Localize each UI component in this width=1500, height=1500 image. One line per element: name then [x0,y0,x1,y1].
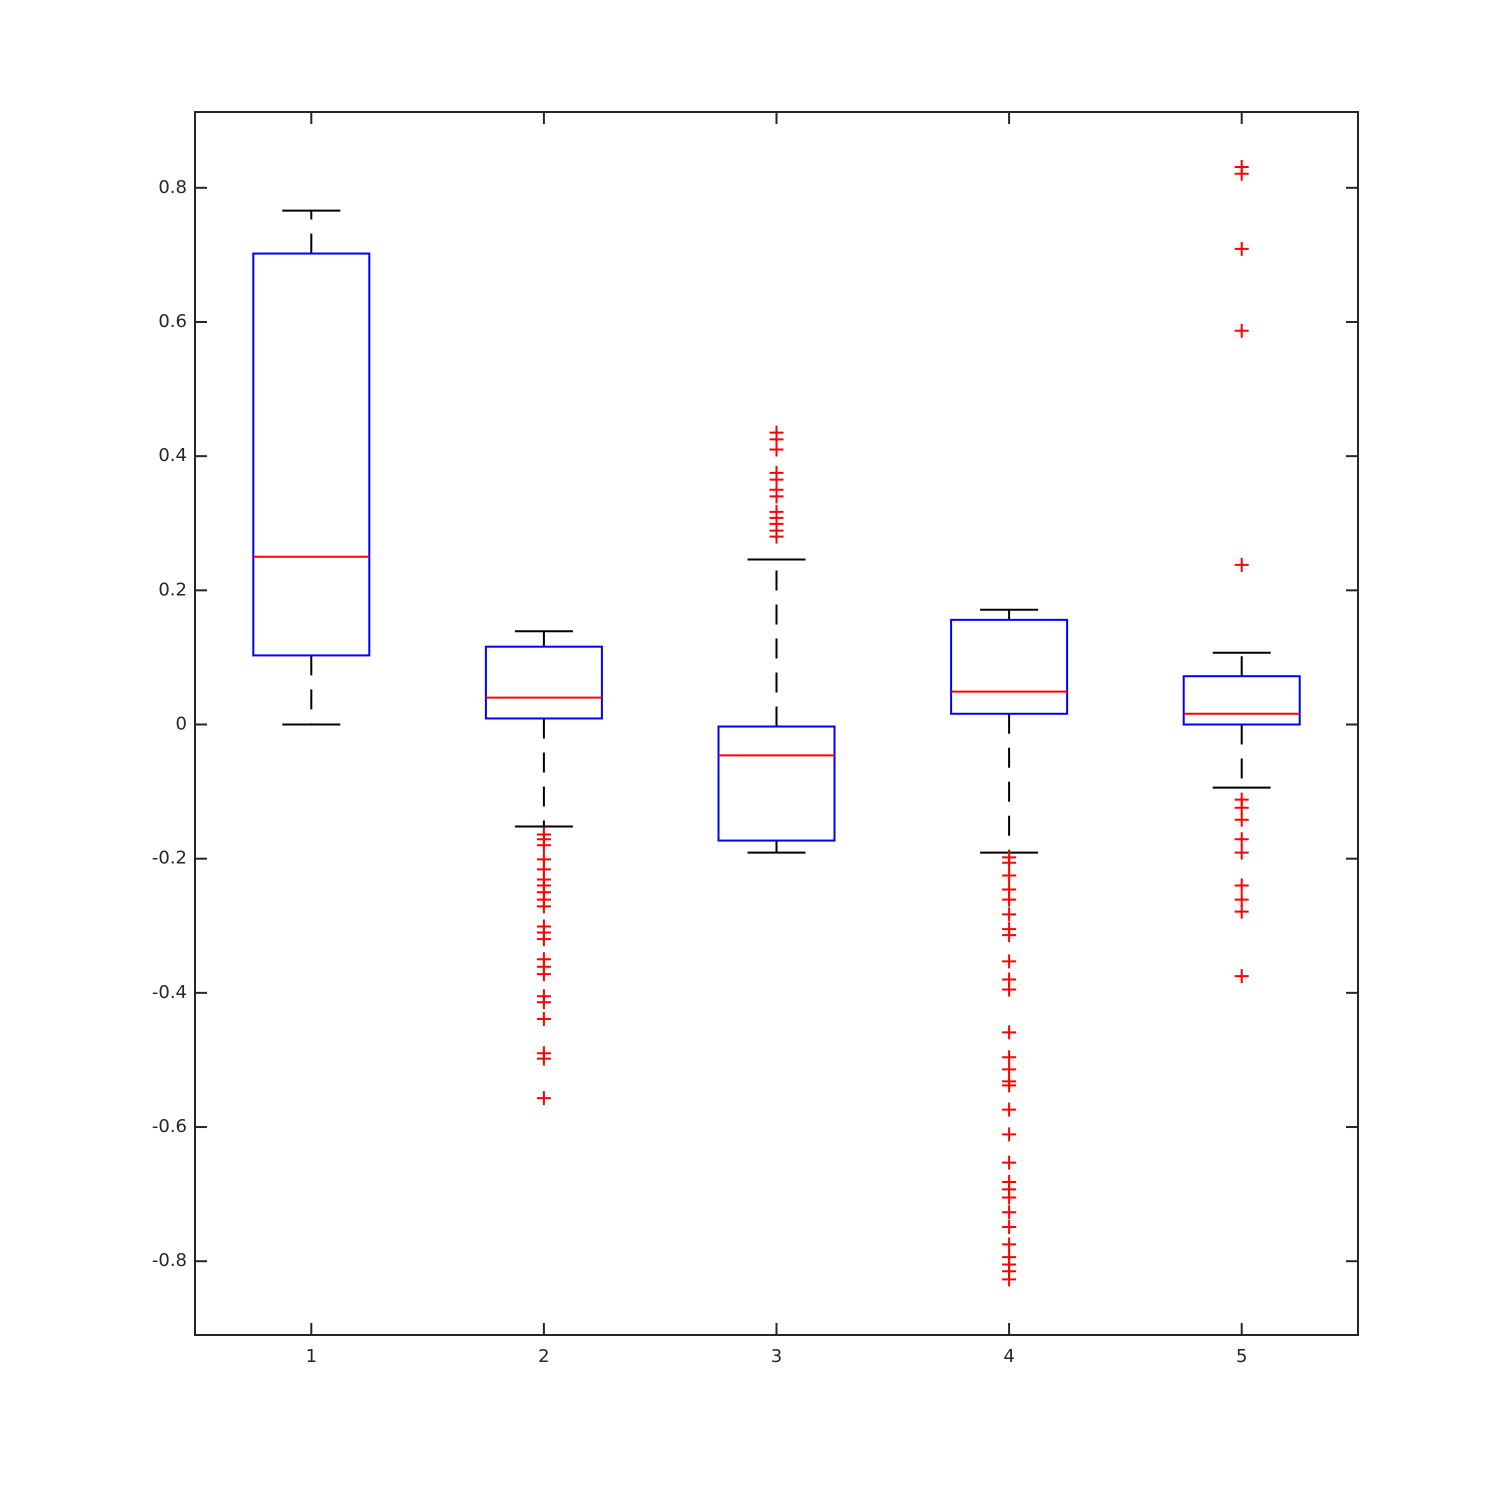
outlier [1234,241,1249,256]
box [484,645,603,720]
outlier [1002,1155,1017,1170]
outlier [769,489,784,504]
outlier [1002,1078,1017,1093]
box [950,618,1069,715]
outlier [1002,1272,1017,1287]
outlier [536,899,551,914]
y-tick-label: 0 [176,714,187,735]
box [717,725,836,842]
outlier [1234,812,1249,827]
outlier [1002,1025,1017,1040]
outlier [1002,1205,1017,1220]
x-tick-label: 4 [1003,1346,1014,1367]
outlier [1234,969,1249,984]
outlier [1002,868,1017,883]
y-tick-label: -0.2 [152,848,187,869]
y-tick-label: 0.8 [158,177,187,198]
y-tick-label: 0.4 [158,445,187,466]
outlier [1234,557,1249,572]
outlier [1002,1219,1017,1234]
y-tick-label: 0.6 [158,311,187,332]
outlier [1234,166,1249,181]
outlier [769,442,784,457]
outlier [536,967,551,982]
outlier [1234,832,1249,847]
y-tick-label: -0.8 [152,1250,187,1271]
outlier [536,1051,551,1066]
outlier [1002,1127,1017,1142]
y-tick-label: -0.4 [152,982,187,1003]
outlier [1234,892,1249,907]
x-tick-label: 1 [306,1346,317,1367]
outlier [536,995,551,1010]
y-tick-label: 0.2 [158,579,187,600]
outlier [536,1091,551,1106]
outlier [1234,845,1249,860]
outlier [1002,1062,1017,1077]
box [1182,675,1301,726]
outlier [1002,855,1017,870]
outlier [1234,800,1249,815]
outlier [536,838,551,853]
outlier [1002,1102,1017,1117]
outlier [1002,907,1017,922]
outlier [1002,1050,1017,1065]
outlier [536,932,551,947]
outlier [1002,982,1017,997]
outlier [1234,904,1249,919]
x-tick-label: 5 [1236,1346,1247,1367]
outlier [1234,878,1249,893]
outlier [769,529,784,544]
outlier [1234,323,1249,338]
outlier [1002,892,1017,907]
x-tick-label: 3 [771,1346,782,1367]
x-tick-label: 2 [538,1346,549,1367]
outlier [1002,928,1017,943]
outlier [1002,1237,1017,1252]
outlier [1002,954,1017,969]
box [252,252,371,657]
outlier [1002,1190,1017,1205]
y-tick-label: -0.6 [152,1116,187,1137]
outlier [536,1012,551,1027]
